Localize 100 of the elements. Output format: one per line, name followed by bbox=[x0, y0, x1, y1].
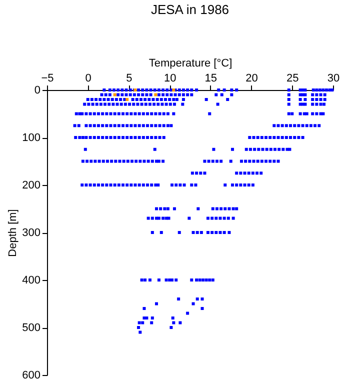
point bbox=[260, 172, 263, 175]
point bbox=[144, 102, 148, 106]
point bbox=[235, 207, 238, 210]
point bbox=[141, 88, 144, 92]
point bbox=[154, 93, 158, 96]
point bbox=[226, 98, 230, 101]
point bbox=[311, 112, 314, 116]
point bbox=[74, 136, 78, 139]
point bbox=[276, 136, 280, 139]
point bbox=[304, 88, 307, 92]
point bbox=[138, 124, 141, 128]
point bbox=[92, 124, 96, 128]
point bbox=[301, 124, 304, 128]
point bbox=[90, 98, 94, 101]
point bbox=[287, 112, 290, 116]
point bbox=[150, 231, 154, 234]
point bbox=[284, 124, 288, 128]
point bbox=[216, 102, 220, 106]
point bbox=[86, 160, 89, 163]
point bbox=[109, 112, 112, 116]
point bbox=[182, 184, 186, 186]
point bbox=[178, 88, 181, 92]
point bbox=[218, 216, 222, 220]
point bbox=[178, 231, 181, 234]
y-tick-label: 500 bbox=[22, 322, 40, 334]
point bbox=[252, 160, 256, 163]
point bbox=[164, 102, 168, 106]
point bbox=[289, 136, 292, 139]
point bbox=[264, 136, 268, 139]
point bbox=[210, 231, 214, 234]
point bbox=[280, 124, 284, 128]
point bbox=[148, 278, 152, 282]
point bbox=[330, 88, 334, 92]
point bbox=[304, 98, 307, 101]
point bbox=[130, 184, 133, 186]
point bbox=[243, 184, 246, 186]
point bbox=[158, 112, 162, 116]
point bbox=[324, 88, 328, 92]
point bbox=[134, 112, 137, 116]
point bbox=[148, 98, 151, 101]
point bbox=[121, 184, 124, 186]
x-tick-label: 30 bbox=[327, 72, 340, 84]
point bbox=[214, 93, 218, 96]
point bbox=[109, 184, 112, 186]
point bbox=[256, 172, 259, 175]
point bbox=[230, 88, 234, 92]
point bbox=[226, 216, 230, 220]
point bbox=[157, 93, 160, 96]
point bbox=[252, 136, 256, 139]
point bbox=[128, 102, 132, 106]
point bbox=[157, 88, 160, 92]
point bbox=[98, 98, 102, 101]
point bbox=[170, 184, 174, 186]
point bbox=[243, 172, 246, 175]
point bbox=[73, 124, 76, 128]
point bbox=[130, 160, 134, 163]
point bbox=[244, 160, 248, 163]
point bbox=[134, 124, 137, 128]
point bbox=[171, 316, 174, 320]
point bbox=[195, 88, 198, 92]
point bbox=[101, 184, 104, 186]
point bbox=[297, 136, 300, 139]
point bbox=[204, 98, 208, 101]
point bbox=[215, 207, 218, 210]
point bbox=[99, 102, 102, 106]
point bbox=[137, 326, 140, 329]
point bbox=[126, 184, 129, 186]
point bbox=[116, 88, 120, 92]
point bbox=[182, 93, 185, 96]
point bbox=[192, 231, 195, 234]
point bbox=[137, 88, 140, 92]
point bbox=[83, 102, 86, 106]
point bbox=[186, 93, 190, 96]
point bbox=[134, 184, 137, 186]
point bbox=[159, 207, 162, 210]
point bbox=[141, 321, 144, 324]
point bbox=[102, 88, 106, 92]
point bbox=[146, 136, 150, 139]
point bbox=[268, 136, 272, 139]
y-tick-label: 0 bbox=[34, 84, 40, 96]
point bbox=[251, 172, 254, 175]
point bbox=[105, 124, 108, 128]
point bbox=[117, 136, 120, 139]
point bbox=[86, 98, 90, 101]
point bbox=[304, 93, 307, 96]
point bbox=[105, 112, 108, 116]
point bbox=[272, 136, 276, 139]
point bbox=[235, 88, 238, 92]
point bbox=[113, 136, 116, 139]
point bbox=[117, 112, 120, 116]
point bbox=[144, 98, 147, 101]
point bbox=[315, 98, 318, 101]
point bbox=[188, 216, 191, 220]
point bbox=[287, 88, 290, 92]
point bbox=[106, 98, 110, 101]
point bbox=[149, 88, 152, 92]
point bbox=[214, 216, 218, 220]
point bbox=[130, 124, 133, 128]
point bbox=[228, 231, 231, 234]
point bbox=[304, 102, 307, 106]
